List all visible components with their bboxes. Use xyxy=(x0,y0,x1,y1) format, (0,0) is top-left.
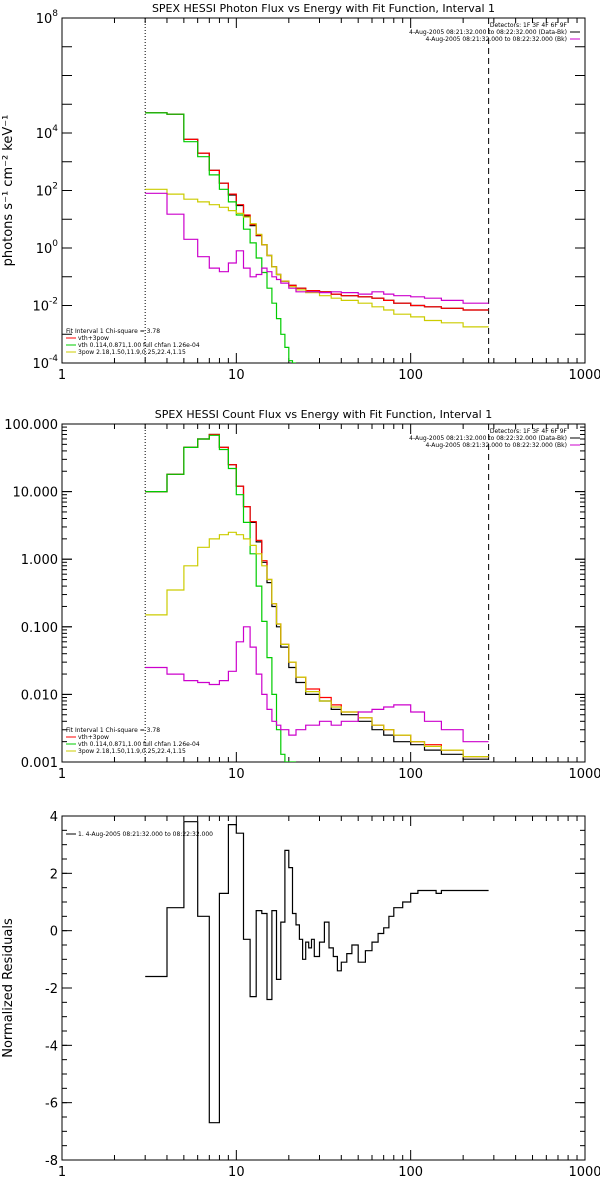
y-tick-label: 2 xyxy=(50,867,58,882)
y-tick-label: 0.100 xyxy=(21,621,58,636)
legend-title: Fit Interval 1 Chi-square = 3.78 xyxy=(66,328,160,335)
data-series xyxy=(145,433,489,760)
y-tick-label: 108 xyxy=(36,9,59,27)
y-tick-label: 0.001 xyxy=(21,756,58,771)
data-series xyxy=(145,626,489,743)
x-tick-label: 1000 xyxy=(568,368,600,383)
data-series xyxy=(145,112,489,311)
x-tick-label: 1000 xyxy=(568,767,600,782)
x-tick-label: 10 xyxy=(228,368,245,383)
data-series xyxy=(145,821,489,1124)
plot-frame xyxy=(61,423,586,763)
x-tick-label: 100 xyxy=(398,767,423,782)
x-tick-label: 10 xyxy=(228,767,245,782)
y-tick-label: 4 xyxy=(50,810,58,825)
legend-label: 3pow 2.18,1.50,11.9,0.25,22.4,1.15 xyxy=(78,748,186,755)
y-tick-label: 10-2 xyxy=(32,297,58,315)
chart-title: SPEX HESSI Count Flux vs Energy with Fit… xyxy=(155,408,492,421)
chart-2: 1 10 100 1000 0.001 0.010 0.100 1.000 10.000 100.… xyxy=(4,408,600,782)
data-series xyxy=(145,188,489,328)
legend-label: vth+3pow xyxy=(78,335,109,342)
legend-label: vth 0.114,0.871,1.00 full chfan 1.26e-04 xyxy=(78,741,200,748)
data-series xyxy=(145,434,296,762)
data-series xyxy=(145,112,296,363)
chart-3: 1 10 100 1000 -8 -6 -4 -2 0 2 4 Normalized Residual… xyxy=(1,810,600,1180)
y-tick-label: 10-4 xyxy=(32,354,58,372)
plot-frame xyxy=(61,815,586,1161)
data-series xyxy=(145,192,489,304)
data-series xyxy=(145,433,489,758)
y-tick-label: 100.000 xyxy=(4,418,58,433)
y-tick-label: -6 xyxy=(45,1097,58,1112)
header-text: 4-Aug-2005 08:21:32.000 to 08:22:32.000 … xyxy=(425,36,567,43)
header-text: 4-Aug-2005 08:21:32.000 to 08:22:32.000 … xyxy=(409,29,567,36)
data-series xyxy=(145,531,489,758)
header-text: Detectors: 1F 3F 4F 6F 9F xyxy=(490,428,568,435)
legend-label: vth 0.114,0.871,1.00 full chfan 1.26e-04 xyxy=(78,342,200,349)
y-tick-label: 10.000 xyxy=(13,486,59,501)
legend-label: 3pow 2.18,1.50,11.9,0.25,22.4,1.15 xyxy=(78,349,186,356)
y-tick-label: 0 xyxy=(50,925,58,940)
x-tick-label: 100 xyxy=(398,1165,423,1180)
header-text: Detectors: 1F 3F 4F 6F 9F xyxy=(490,22,568,29)
legend-title: Fit Interval 1 Chi-square = 3.78 xyxy=(66,727,160,734)
x-tick-label: 1000 xyxy=(568,1165,600,1180)
y-tick-label: 0.010 xyxy=(21,688,58,703)
y-tick-label: -4 xyxy=(45,1039,58,1054)
legend-label: vth+3pow xyxy=(78,734,109,741)
header-text: 4-Aug-2005 08:21:32.000 to 08:22:32.000 … xyxy=(425,442,567,449)
chart-title: SPEX HESSI Photon Flux vs Energy with Fi… xyxy=(152,2,495,15)
y-tick-label: 104 xyxy=(36,124,59,142)
y-tick-label: 1.000 xyxy=(21,553,58,568)
chart-1: 1 10 100 1000 10-4 10-2 100 102 104 108 SPEX HESSI… xyxy=(1,2,600,383)
y-tick-label: -2 xyxy=(45,982,58,997)
x-tick-label: 1 xyxy=(58,767,66,782)
x-tick-label: 10 xyxy=(228,1165,245,1180)
x-tick-label: 1 xyxy=(58,1165,66,1180)
data-series xyxy=(145,112,489,311)
x-tick-label: 1 xyxy=(58,368,66,383)
y-tick-label: -8 xyxy=(45,1154,58,1169)
x-tick-label: 100 xyxy=(398,368,423,383)
y-tick-label: 100 xyxy=(36,239,59,257)
y-tick-label: 102 xyxy=(36,182,58,200)
y-axis-label: photons s⁻¹ cm⁻² keV⁻¹ xyxy=(1,115,16,267)
plot-frame xyxy=(61,17,586,364)
y-axis-label: Normalized Residuals xyxy=(1,918,16,1058)
legend-label: 1. 4-Aug-2005 08:21:32.000 to 08:22:32.0… xyxy=(78,831,213,838)
header-text: 4-Aug-2005 08:21:32.000 to 08:22:32.000 … xyxy=(409,435,567,442)
